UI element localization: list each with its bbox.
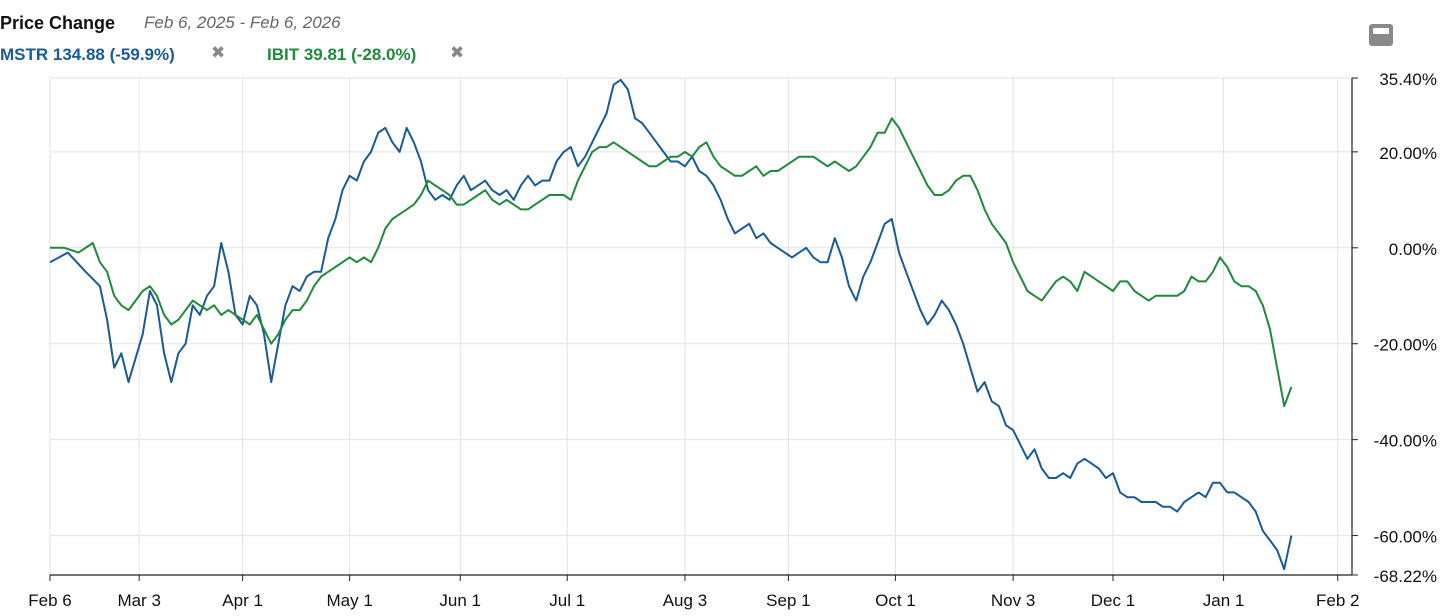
legend-item-mstr[interactable]: MSTR 134.88 (-59.9%) xyxy=(0,45,175,65)
x-tick-label: Jun 1 xyxy=(439,591,481,610)
remove-series-ibit-icon[interactable]: ✖ xyxy=(450,43,465,62)
series-line-ibit xyxy=(50,117,1293,408)
y-tick-label: -68.22% xyxy=(1374,567,1437,586)
x-tick-label: Oct 1 xyxy=(875,591,916,610)
y-tick-label: -60.00% xyxy=(1374,528,1437,547)
x-tick-label: Feb 2 xyxy=(1316,591,1359,610)
menu-icon[interactable] xyxy=(1369,24,1393,46)
x-tick-label: Aug 3 xyxy=(663,591,707,610)
y-tick-label: 20.00% xyxy=(1379,144,1437,163)
y-tick-label: -40.00% xyxy=(1374,432,1437,451)
y-tick-label: 0.00% xyxy=(1389,240,1437,259)
legend-item-ibit[interactable]: IBIT 39.81 (-28.0%) xyxy=(267,45,416,65)
x-tick-label: Sep 1 xyxy=(766,591,810,610)
legend-label-mstr: MSTR 134.88 (-59.9%) xyxy=(0,45,175,64)
x-tick-label: Jan 1 xyxy=(1203,591,1245,610)
x-tick-label: Dec 1 xyxy=(1091,591,1135,610)
legend-label-ibit: IBIT 39.81 (-28.0%) xyxy=(267,45,417,64)
date-range: Feb 6, 2025 - Feb 6, 2026 xyxy=(144,13,341,32)
chart-title: Price Change xyxy=(0,13,116,33)
y-tick-label: 35.40% xyxy=(1379,70,1437,89)
x-tick-label: Nov 3 xyxy=(991,591,1035,610)
y-tick-label: -20.00% xyxy=(1374,336,1437,355)
x-tick-label: Jul 1 xyxy=(549,591,585,610)
x-tick-label: Mar 3 xyxy=(117,591,160,610)
series-line-mstr xyxy=(49,78,1293,571)
x-tick-label: Apr 1 xyxy=(222,591,263,610)
x-tick-label: May 1 xyxy=(326,591,372,610)
remove-series-mstr-icon[interactable]: ✖ xyxy=(211,43,226,62)
x-tick-label: Feb 6 xyxy=(28,591,71,610)
